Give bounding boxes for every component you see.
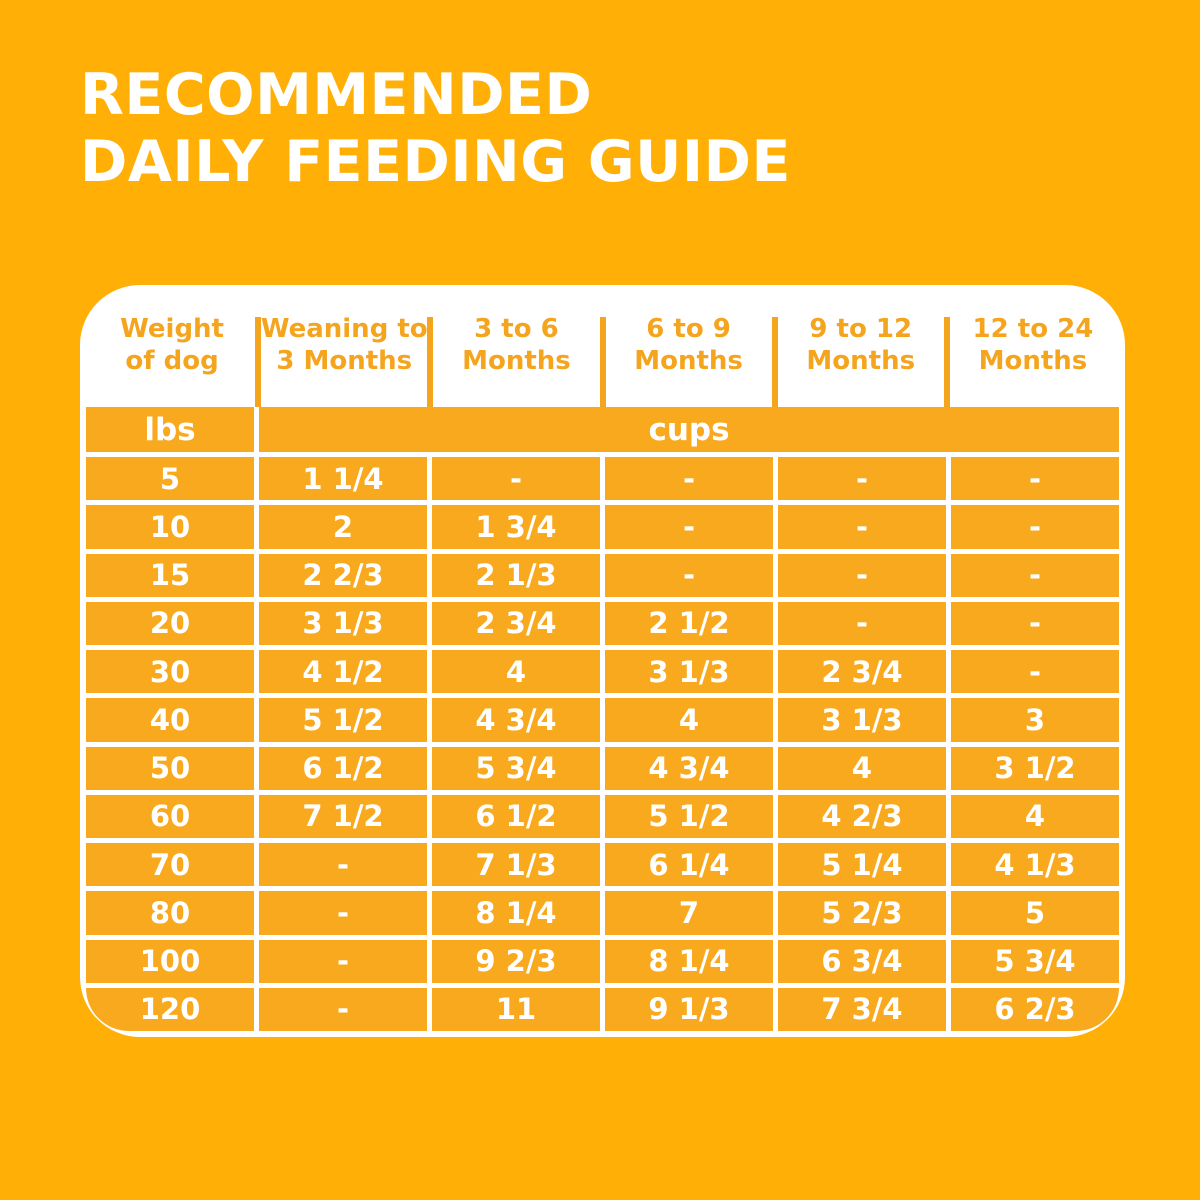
cups-cell: 7 1/3 [432, 843, 600, 887]
column-header-12-to-24-months: 12 to 24 Months [947, 285, 1119, 407]
cups-cell: 7 3/4 [778, 987, 946, 1031]
weight-cell: 15 [86, 553, 254, 597]
cups-cell: 11 [432, 987, 600, 1031]
weight-cell: 70 [86, 843, 254, 887]
cups-cell: 6 3/4 [778, 939, 946, 983]
header-line: 9 to 12 [809, 314, 913, 345]
header-line: Weight [120, 314, 224, 345]
page-title-line1: RECOMMENDED [80, 62, 593, 128]
cups-cell: 7 [605, 891, 773, 935]
cups-cell: 3 1/3 [605, 650, 773, 694]
cups-cell: - [259, 987, 427, 1031]
cups-cell: 2 3/4 [778, 650, 946, 694]
cups-cell: 2 3/4 [432, 601, 600, 645]
cups-cell: 3 [951, 698, 1119, 742]
cups-cell: 4 2/3 [778, 794, 946, 838]
cups-cell: 4 1/3 [951, 843, 1119, 887]
weight-cell: 60 [86, 794, 254, 838]
weight-cell: 20 [86, 601, 254, 645]
cups-cell: - [259, 939, 427, 983]
header-line: 3 Months [276, 346, 413, 376]
header-line: 6 to 9 [646, 314, 731, 345]
cups-cell: 5 1/2 [259, 698, 427, 742]
cups-cell: - [778, 601, 946, 645]
cups-cell: 8 1/4 [605, 939, 773, 983]
cups-cell: 4 [951, 794, 1119, 838]
header-line: Months [806, 346, 916, 376]
cups-cell: - [951, 553, 1119, 597]
cups-cell: - [605, 505, 773, 549]
cups-cell: 1 1/4 [259, 457, 427, 501]
cups-cell: - [778, 553, 946, 597]
cups-cell: - [259, 891, 427, 935]
weight-cell: 100 [86, 939, 254, 983]
cups-cell: 5 3/4 [951, 939, 1119, 983]
table-header-row: Weight of dog Weaning to 3 Months 3 to 6… [86, 285, 1119, 407]
page-title: RECOMMENDED DAILY FEEDING GUIDE [80, 62, 791, 195]
column-header-6-to-9-months: 6 to 9 Months [603, 285, 778, 407]
unit-label-cups: cups [259, 407, 1119, 452]
cups-cell: 4 [605, 698, 773, 742]
cups-cell: 6 1/2 [259, 746, 427, 790]
cups-cell: 3 1/2 [951, 746, 1119, 790]
page-title-line2: DAILY FEEDING GUIDE [80, 128, 791, 195]
weight-cell: 10 [86, 505, 254, 549]
weight-cell: 50 [86, 746, 254, 790]
cups-cell: 6 2/3 [951, 987, 1119, 1031]
cups-cell: 1 3/4 [432, 505, 600, 549]
cups-cell: - [951, 601, 1119, 645]
cups-cell: 2 [259, 505, 427, 549]
cups-cell: 3 1/3 [259, 601, 427, 645]
weight-cell: 120 [86, 987, 254, 1031]
header-line: of dog [125, 346, 219, 376]
cups-cell: 9 2/3 [432, 939, 600, 983]
unit-label-lbs: lbs [86, 407, 254, 452]
cups-cell: 9 1/3 [605, 987, 773, 1031]
weight-cell: 80 [86, 891, 254, 935]
cups-cell: 5 1/4 [778, 843, 946, 887]
cups-cell: 4 1/2 [259, 650, 427, 694]
cups-cell: 2 1/3 [432, 553, 600, 597]
cups-cell: 8 1/4 [432, 891, 600, 935]
cups-cell: 4 3/4 [605, 746, 773, 790]
header-line: 12 to 24 [972, 314, 1094, 345]
weight-cell: 30 [86, 650, 254, 694]
cups-cell: 4 3/4 [432, 698, 600, 742]
header-line: Months [978, 346, 1088, 376]
cups-cell: - [605, 457, 773, 501]
header-line: Weaning to [260, 314, 428, 345]
cups-cell: - [951, 650, 1119, 694]
column-header-3-to-6-months: 3 to 6 Months [430, 285, 606, 407]
cups-cell: 2 2/3 [259, 553, 427, 597]
cups-cell: - [259, 843, 427, 887]
cups-cell: - [778, 505, 946, 549]
cups-cell: - [778, 457, 946, 501]
feeding-guide-table: Weight of dog Weaning to 3 Months 3 to 6… [80, 285, 1125, 1037]
table-units-row: lbs cups [86, 407, 1119, 452]
cups-cell: 2 1/2 [605, 601, 773, 645]
cups-cell: 6 1/2 [432, 794, 600, 838]
weight-cell: 40 [86, 698, 254, 742]
header-line: 3 to 6 [474, 314, 559, 345]
cups-cell: - [951, 457, 1119, 501]
column-header-weaning-to-3-months: Weaning to 3 Months [258, 285, 434, 407]
header-line: Months [462, 346, 571, 376]
cups-cell: 5 2/3 [778, 891, 946, 935]
cups-cell: 5 1/2 [605, 794, 773, 838]
cups-cell: - [432, 457, 600, 501]
cups-cell: 5 3/4 [432, 746, 600, 790]
column-header-9-to-12-months: 9 to 12 Months [775, 285, 951, 407]
cups-cell: 4 [778, 746, 946, 790]
weight-cell: 5 [86, 457, 254, 501]
cups-cell: 4 [432, 650, 600, 694]
cups-cell: 6 1/4 [605, 843, 773, 887]
header-line: Months [634, 346, 743, 376]
cups-cell: 5 [951, 891, 1119, 935]
cups-cell: - [951, 505, 1119, 549]
column-header-weight-of-dog: Weight of dog [86, 285, 262, 407]
cups-cell: 7 1/2 [259, 794, 427, 838]
cups-cell: 3 1/3 [778, 698, 946, 742]
cups-cell: - [605, 553, 773, 597]
